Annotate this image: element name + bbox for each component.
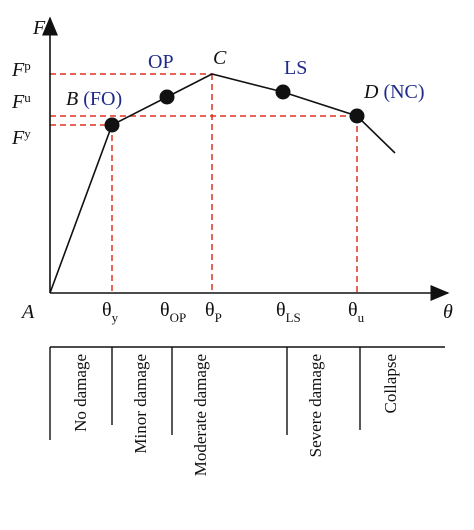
point-label: OP — [148, 51, 174, 73]
point-label: B (FO) — [66, 88, 122, 110]
damage-state: Collapse — [381, 354, 400, 414]
performance-points — [104, 84, 365, 133]
force-label: Fu — [11, 90, 31, 113]
damage-state: No damage — [71, 354, 90, 432]
drift-label: θLS — [276, 299, 301, 325]
drift-label: θu — [348, 299, 365, 325]
x-axis-label: θ — [443, 301, 453, 323]
damage-state: Severe damage — [306, 354, 325, 457]
y-axis-label: F — [32, 17, 46, 39]
drift-label: θOP — [160, 299, 186, 325]
damage-state: Moderate damage — [191, 354, 210, 476]
damage-table — [49, 346, 445, 440]
drift-label: θP — [205, 299, 222, 325]
origin-label: A — [20, 301, 35, 323]
force-label: Fy — [11, 126, 31, 149]
damage-state: Minor damage — [131, 354, 150, 454]
guide-lines — [50, 73, 358, 293]
point-label: C — [213, 47, 227, 69]
drift-label: θy — [102, 299, 119, 325]
force-label: Fp — [11, 58, 31, 81]
point-label: LS — [284, 57, 307, 79]
point-label: D (NC) — [363, 81, 425, 103]
